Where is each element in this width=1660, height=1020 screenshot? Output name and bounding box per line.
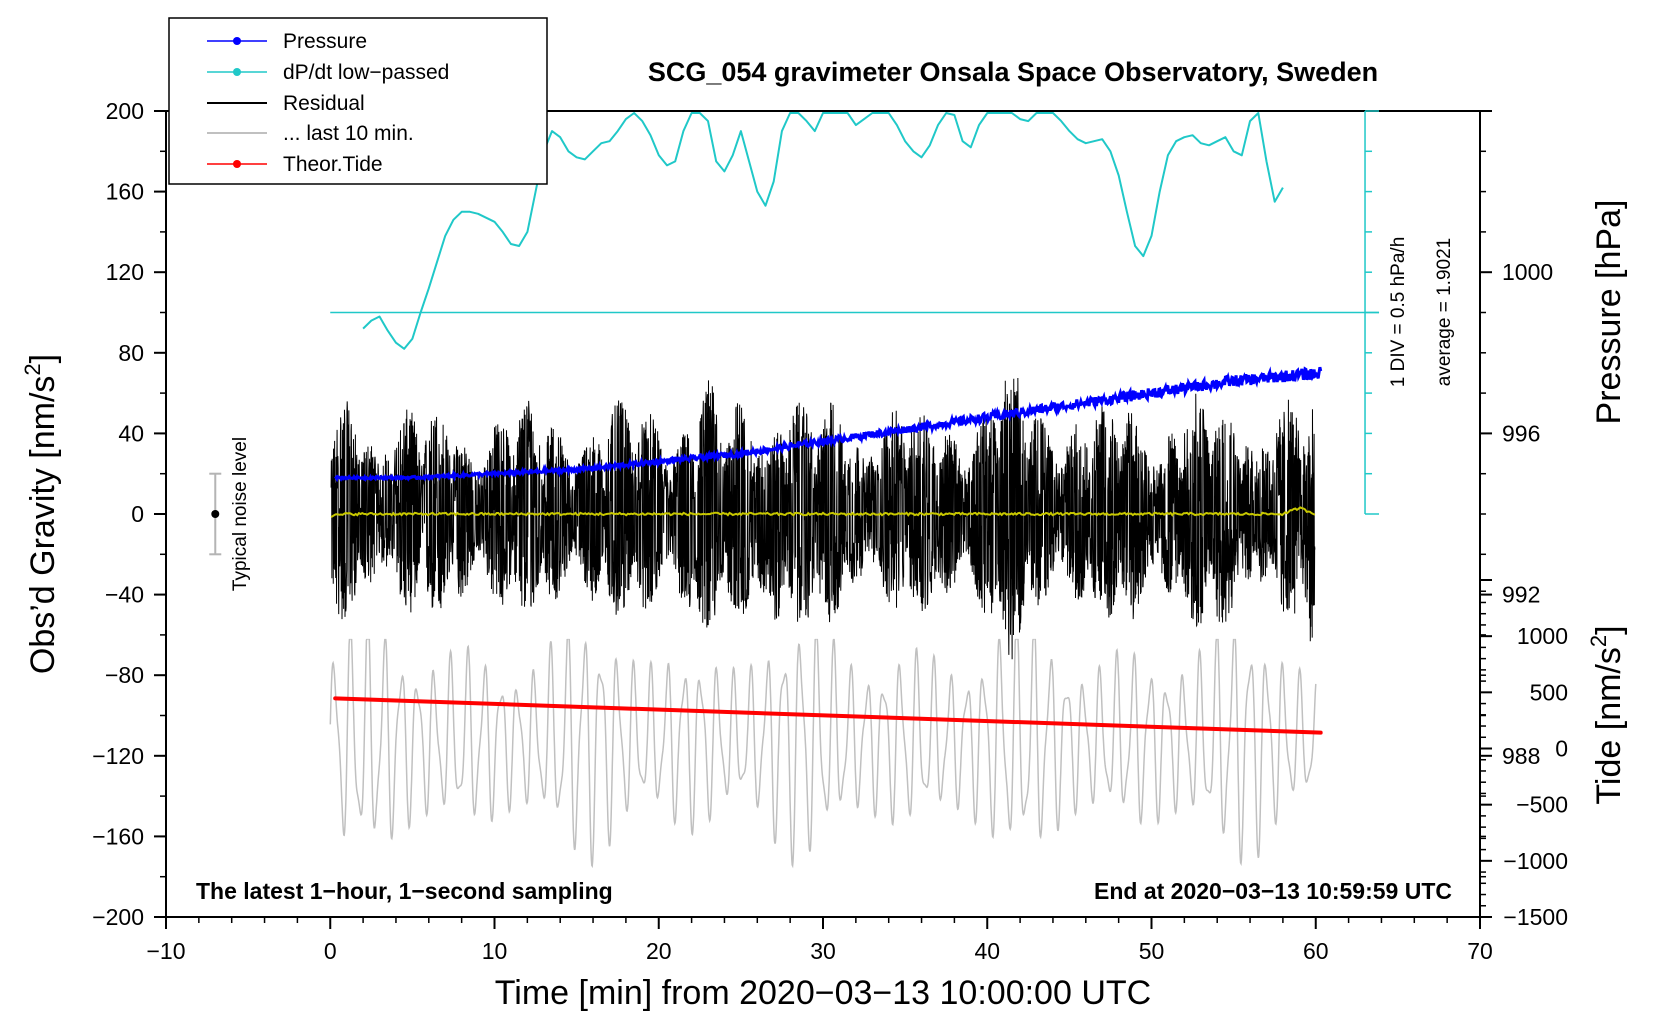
pressure-tick-label: 1000 (1502, 259, 1553, 285)
tide-tick-label: −1500 (1503, 904, 1568, 930)
series-pressure (334, 366, 1323, 483)
sampling-note: The latest 1−hour, 1−second sampling (196, 878, 613, 904)
y-tick-label: 160 (106, 179, 144, 205)
pressure-tick-label: 996 (1502, 420, 1540, 446)
x-tick-label: 10 (482, 938, 508, 964)
y-axis-title-tide-main: Tide [nm/s (1590, 647, 1628, 804)
x-tick-label: 40 (974, 938, 1000, 964)
legend-marker-dpdt (233, 68, 241, 76)
series-last-10-min (329, 638, 1317, 869)
x-axis-title: Time [min] from 2020−03−13 10:00:00 UTC (495, 974, 1151, 1012)
tide-tick-label: 0 (1555, 736, 1568, 762)
legend-label-last10: ... last 10 min. (283, 122, 414, 145)
y-tick-label: 120 (106, 259, 144, 285)
axes: −10 0 10 20 30 40 50 60 70 200 160 120 80 40 0 −40 −80 −1… (92, 98, 1568, 964)
tide-tick-label: 500 (1530, 679, 1568, 705)
legend-marker-tide (233, 160, 241, 168)
pressure-tick-label: 992 (1502, 582, 1540, 608)
series-residual (330, 377, 1316, 660)
y-axis-title-left-sup: 2 (20, 363, 45, 375)
x-tick-label: 30 (810, 938, 836, 964)
x-tick-label: −10 (146, 938, 185, 964)
series-theor-tide (333, 696, 1323, 735)
x-tick-label: 50 (1139, 938, 1165, 964)
legend-box (168, 17, 548, 185)
y-tick-label: −120 (92, 743, 144, 769)
y-axis-title-left-close: ] (24, 354, 62, 363)
y-axis-title-left: Obs’d Gravity [nm/s2] (20, 354, 62, 674)
series-dpdt-low-passed (362, 112, 1284, 350)
x-tick-label: 60 (1303, 938, 1329, 964)
y-tick-label: 40 (118, 420, 144, 446)
dpdt-average-label: average = 1.9021 (1434, 238, 1455, 386)
y-axis-title-left-main: Obs’d Gravity [nm/s (24, 376, 62, 675)
legend-label-residual: Residual (283, 92, 365, 115)
y-tick-label: 0 (131, 501, 144, 527)
y-axis-title-tide-sup: 2 (1586, 635, 1611, 647)
x-tick-label: 20 (646, 938, 672, 964)
tide-tick-label: 1000 (1517, 623, 1568, 649)
x-tick-label: 70 (1467, 938, 1493, 964)
noise-level-label: Typical noise level (230, 437, 251, 591)
noise-bar-dot (211, 510, 220, 518)
series-layer (209, 110, 1380, 869)
pressure-tick-label: 988 (1502, 743, 1540, 769)
y-tick-label: −80 (105, 662, 144, 688)
y-tick-label: −160 (92, 823, 144, 849)
y-axis-title-pressure: Pressure [hPa] (1590, 200, 1628, 425)
legend-marker-pressure (233, 37, 241, 45)
dpdt-scale-label: 1 DIV = 0.5 hPa/h (1388, 237, 1409, 388)
end-time-note: End at 2020−03−13 10:59:59 UTC (1094, 878, 1452, 904)
y-axis-title-tide: Tide [nm/s2] (1586, 625, 1628, 804)
legend: Pressure dP/dt low−passed Residual ... l… (168, 17, 548, 185)
y-tick-label: −200 (92, 904, 144, 930)
legend-label-pressure: Pressure (283, 30, 367, 53)
tide-tick-label: −1000 (1503, 848, 1568, 874)
legend-label-tide: Theor.Tide (283, 153, 383, 176)
y-axis-title-tide-close: ] (1590, 625, 1628, 634)
chart-title: SCG_054 gravimeter Onsala Space Observat… (648, 57, 1378, 87)
legend-label-dpdt: dP/dt low−passed (283, 61, 449, 84)
tide-tick-label: −500 (1516, 792, 1568, 818)
series-residual-smoothed (330, 506, 1316, 518)
y-tick-label: 200 (106, 98, 144, 124)
y-tick-label: 80 (118, 340, 144, 366)
x-tick-label: 0 (324, 938, 337, 964)
y-tick-label: −40 (105, 582, 144, 608)
